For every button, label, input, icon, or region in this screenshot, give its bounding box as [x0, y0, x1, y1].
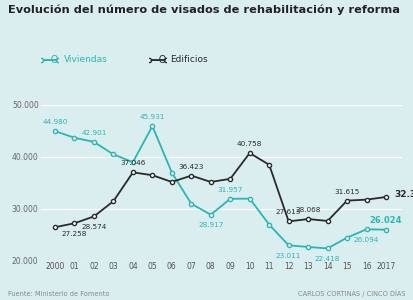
Text: 42.901: 42.901	[81, 130, 107, 136]
Text: 32.313: 32.313	[394, 190, 413, 199]
Text: 28.917: 28.917	[197, 222, 223, 228]
Text: 27.258: 27.258	[62, 231, 87, 237]
Text: Edificios: Edificios	[169, 56, 207, 64]
Text: 28.574: 28.574	[81, 224, 107, 230]
Text: Viviendas: Viviendas	[64, 56, 108, 64]
Text: 31.957: 31.957	[217, 187, 242, 193]
Text: 22.418: 22.418	[314, 256, 339, 262]
Text: 40.758: 40.758	[237, 141, 262, 147]
Text: 27.613: 27.613	[275, 209, 301, 215]
Text: 36.423: 36.423	[178, 164, 204, 170]
Text: 37.046: 37.046	[120, 160, 145, 166]
Text: 23.011: 23.011	[275, 253, 301, 259]
Text: 31.615: 31.615	[334, 189, 359, 195]
Text: —O: —O	[149, 55, 166, 65]
Text: 28.068: 28.068	[295, 207, 320, 213]
Text: CARLOS CORTINAS / CINCO DÍAS: CARLOS CORTINAS / CINCO DÍAS	[297, 290, 405, 297]
Text: —O: —O	[41, 55, 59, 65]
Text: 26.024: 26.024	[369, 216, 401, 225]
Text: 45.931: 45.931	[139, 114, 165, 120]
Text: 26.094: 26.094	[353, 237, 378, 243]
Text: Evolución del número de visados de rehabilitación y reforma: Evolución del número de visados de rehab…	[8, 4, 399, 15]
Text: 44.980: 44.980	[42, 119, 68, 125]
Text: Fuente: Ministerio de Fomento: Fuente: Ministerio de Fomento	[8, 291, 109, 297]
